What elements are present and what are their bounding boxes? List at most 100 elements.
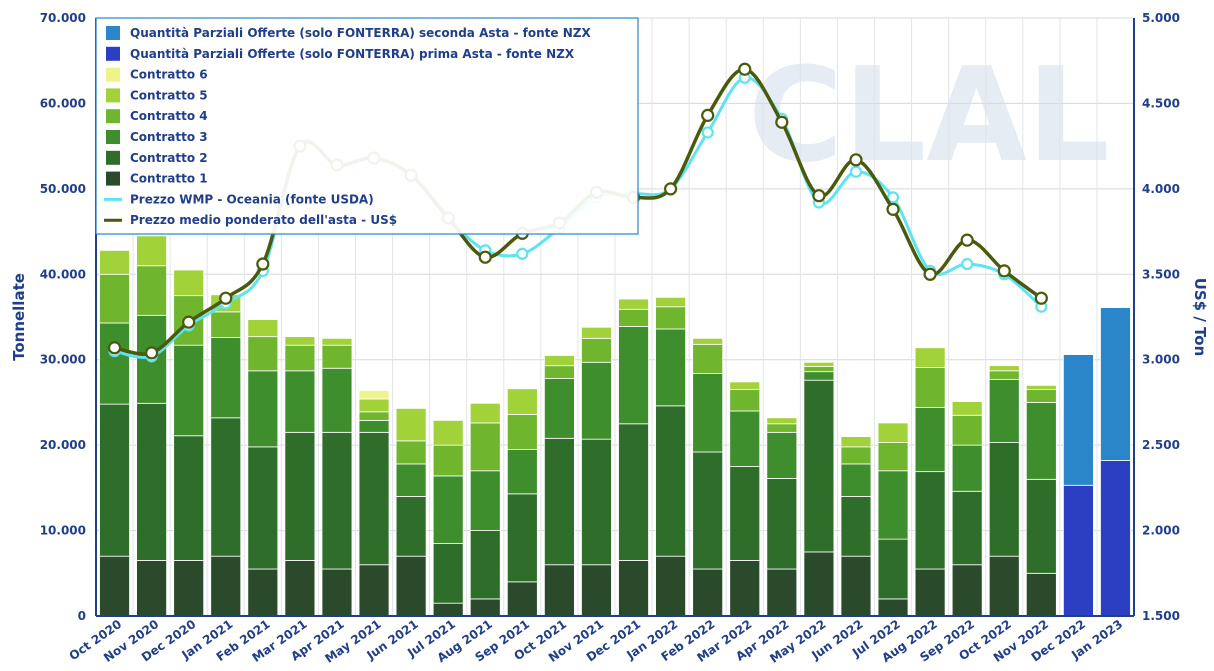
- bar-segment: [136, 265, 168, 316]
- bar-segment: [840, 495, 872, 557]
- legend-swatch: [106, 150, 120, 165]
- bar-segment: [803, 379, 835, 553]
- weighted-price-point: [849, 153, 863, 167]
- bar-segment: [469, 530, 501, 600]
- weighted-price-point: [886, 202, 900, 216]
- legend-label: Quantità Parziali Offerte (solo FONTERRA…: [130, 47, 575, 61]
- bar-segment: [803, 371, 835, 381]
- bar-segment: [840, 436, 872, 448]
- bar-segment: [247, 370, 279, 448]
- bar-segment: [692, 343, 724, 374]
- bar-segment: [506, 581, 538, 617]
- weighted-price-point: [923, 267, 937, 281]
- bar-segment: [729, 410, 761, 467]
- bar-segment: [469, 402, 501, 424]
- bar-segment: [432, 475, 464, 544]
- bar-segment: [1025, 572, 1057, 617]
- bar-segment: [729, 381, 761, 391]
- bar-segment: [766, 431, 798, 479]
- bars: [99, 235, 1131, 617]
- y-right-tick-label: 1.500: [1142, 609, 1180, 623]
- legend-swatch: [106, 26, 120, 40]
- bar-segment: [581, 564, 612, 617]
- bar-segment: [1025, 384, 1057, 391]
- bar-segment: [210, 555, 242, 617]
- wmp-price-point: [516, 247, 529, 260]
- bar-segment: [581, 438, 612, 566]
- y-left-tick-label: 60.000: [40, 96, 86, 110]
- y-left-tick-label: 10.000: [40, 524, 86, 538]
- bar-segment: [173, 269, 205, 297]
- legend-swatch: [106, 67, 120, 82]
- bar-segment: [173, 560, 205, 617]
- bar-segment: [914, 367, 946, 408]
- weighted-price-point: [256, 257, 270, 271]
- bar-segment: [321, 367, 353, 433]
- y-left-tick-label: 50.000: [40, 182, 86, 196]
- bar-segment: [914, 471, 946, 570]
- weighted-price-point: [738, 62, 752, 76]
- bar-segment: [99, 555, 130, 617]
- bar-segment: [692, 337, 724, 345]
- bar-segment: [1100, 307, 1131, 461]
- bar-segment: [1025, 402, 1057, 480]
- legend: Quantità Parziali Offerte (solo FONTERRA…: [95, 17, 639, 235]
- bar-segment: [914, 568, 946, 617]
- legend-swatch: [106, 130, 120, 144]
- bar-segment: [506, 388, 538, 415]
- bar-segment: [988, 442, 1020, 557]
- bar-segment: [284, 370, 316, 433]
- legend-swatch: [106, 88, 120, 103]
- bar-segment: [395, 408, 427, 442]
- bar-segment: [210, 311, 242, 338]
- bar-segment: [988, 378, 1020, 443]
- bar-segment: [469, 422, 501, 472]
- y-left-tick-label: 0: [78, 609, 86, 623]
- bar-segment: [247, 319, 279, 338]
- bar-segment: [951, 564, 983, 617]
- bar-segment: [247, 336, 279, 372]
- bar-segment: [506, 493, 538, 583]
- y-right-tick-label: 4.500: [1142, 96, 1180, 110]
- bar-segment: [136, 560, 168, 617]
- bar-segment: [1025, 389, 1057, 403]
- weighted-price-point: [219, 291, 233, 305]
- bar-segment: [692, 451, 724, 570]
- bar-segment: [99, 273, 130, 324]
- weighted-price-point: [145, 346, 159, 360]
- bar-segment: [173, 435, 205, 561]
- legend-label: Contratto 3: [130, 130, 208, 144]
- bar-segment: [988, 555, 1020, 617]
- wmp-price-point: [701, 126, 714, 139]
- y-right-tick-label: 3.000: [1142, 353, 1180, 367]
- legend-label: Contratto 4: [130, 109, 208, 123]
- bar-segment: [395, 495, 427, 557]
- weighted-price-point: [960, 233, 974, 247]
- weighted-price-point: [997, 264, 1011, 278]
- y-left-tick-label: 40.000: [40, 267, 86, 281]
- wmp-price-point: [886, 191, 900, 204]
- bar-segment: [395, 463, 427, 497]
- legend-label: Quantità Parziali Offerte (solo FONTERRA…: [130, 26, 591, 40]
- bar-segment: [729, 560, 761, 617]
- legend-label: Contratto 5: [130, 88, 208, 102]
- bar-segment: [988, 370, 1020, 380]
- y-left-tick-label: 20.000: [40, 438, 86, 452]
- y-right-tick-label: 4.000: [1142, 182, 1180, 196]
- bar-segment: [395, 440, 427, 465]
- bar-segment: [581, 326, 612, 339]
- weighted-price-point: [1034, 291, 1048, 305]
- weighted-price-point: [775, 115, 789, 129]
- y-left-tick-label: 30.000: [40, 353, 86, 367]
- bar-segment: [655, 296, 687, 308]
- clal-watermark: CLAL: [748, 39, 1110, 191]
- bar-segment: [506, 449, 538, 495]
- bar-segment: [877, 598, 909, 617]
- legend-label: Contratto 1: [130, 172, 208, 186]
- bar-segment: [692, 372, 724, 453]
- bar-segment: [321, 568, 353, 617]
- legend-label: Contratto 2: [130, 151, 208, 165]
- bar-segment: [1100, 460, 1131, 617]
- bar-segment: [655, 328, 687, 407]
- bar-segment: [99, 403, 130, 557]
